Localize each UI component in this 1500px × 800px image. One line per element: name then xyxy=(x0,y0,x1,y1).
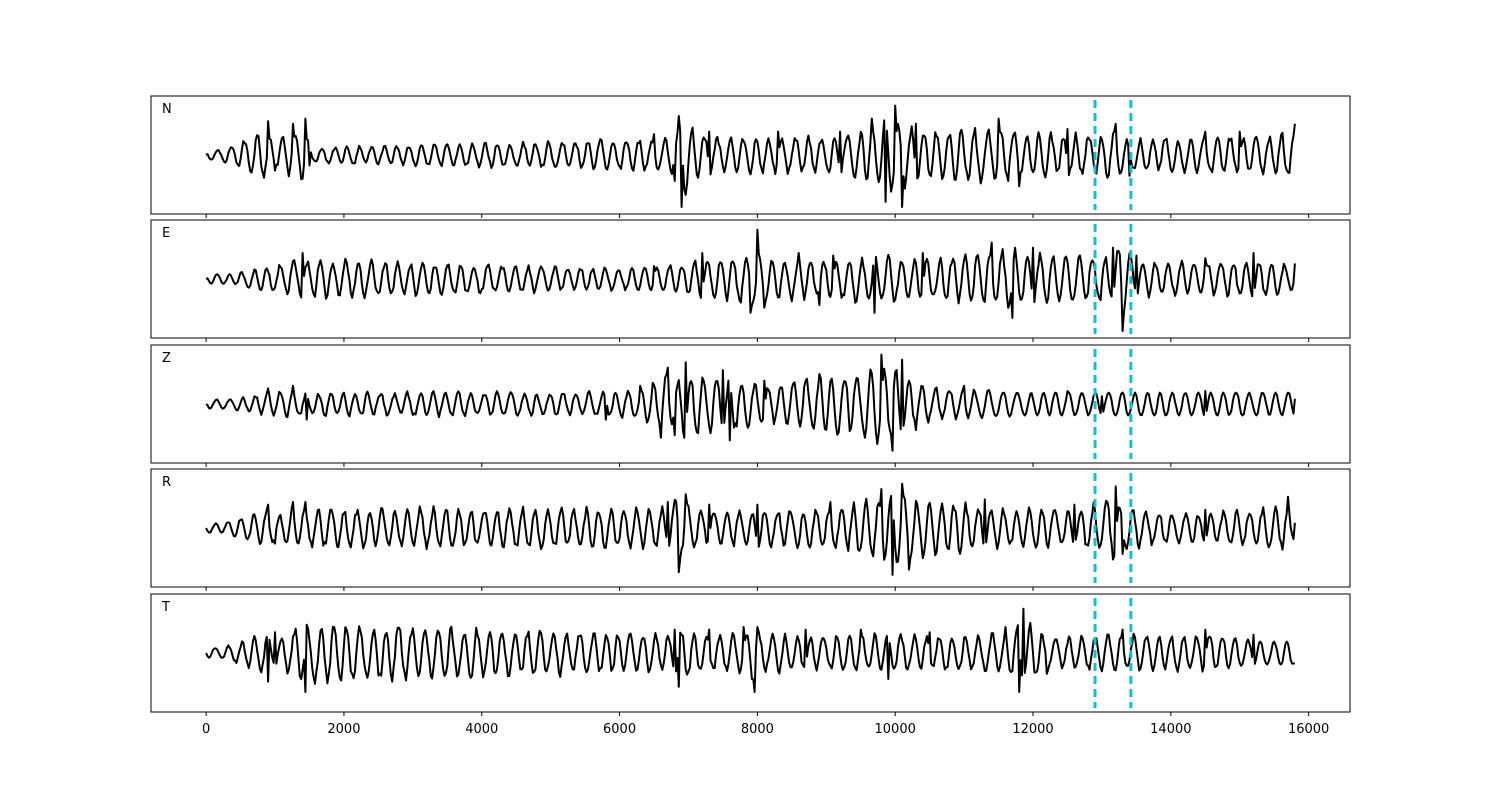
panel-frame xyxy=(150,468,1351,588)
waveform-trace xyxy=(205,228,1296,332)
panel-label-t: T xyxy=(161,600,170,615)
x-axis: 0 2000 4000 6000 8000 10000 12000 14000 16000 xyxy=(202,722,1329,737)
panel-n: N xyxy=(150,95,1351,218)
x-tick-label: 14000 xyxy=(1150,722,1191,737)
waveform-trace xyxy=(205,353,1296,452)
x-tick-label: 0 xyxy=(202,722,210,737)
panel-t: T xyxy=(150,593,1351,716)
panel-label-z: Z xyxy=(162,351,171,366)
x-tick-label: 2000 xyxy=(327,722,360,737)
x-tick-label: 10000 xyxy=(875,722,916,737)
x-tick-label: 16000 xyxy=(1288,722,1329,737)
waveform-trace xyxy=(205,482,1296,576)
waveform-trace xyxy=(205,104,1296,208)
panel-label-e: E xyxy=(162,226,170,241)
panel-r: R xyxy=(150,468,1351,591)
x-tick-label: 4000 xyxy=(465,722,498,737)
panel-label-r: R xyxy=(162,475,171,490)
panel-frame xyxy=(150,219,1351,339)
x-tick-label: 12000 xyxy=(1012,722,1053,737)
x-tick-label: 6000 xyxy=(603,722,636,737)
panel-frame xyxy=(150,344,1351,464)
waveform-trace xyxy=(205,607,1295,693)
panel-e: E xyxy=(150,219,1351,342)
panel-frame xyxy=(150,95,1351,215)
x-tick-label: 8000 xyxy=(741,722,774,737)
panel-z: Z xyxy=(150,344,1351,467)
panel-frame xyxy=(150,593,1351,713)
panels-layer: N E Z R T xyxy=(150,95,1351,716)
panel-label-n: N xyxy=(162,102,172,117)
